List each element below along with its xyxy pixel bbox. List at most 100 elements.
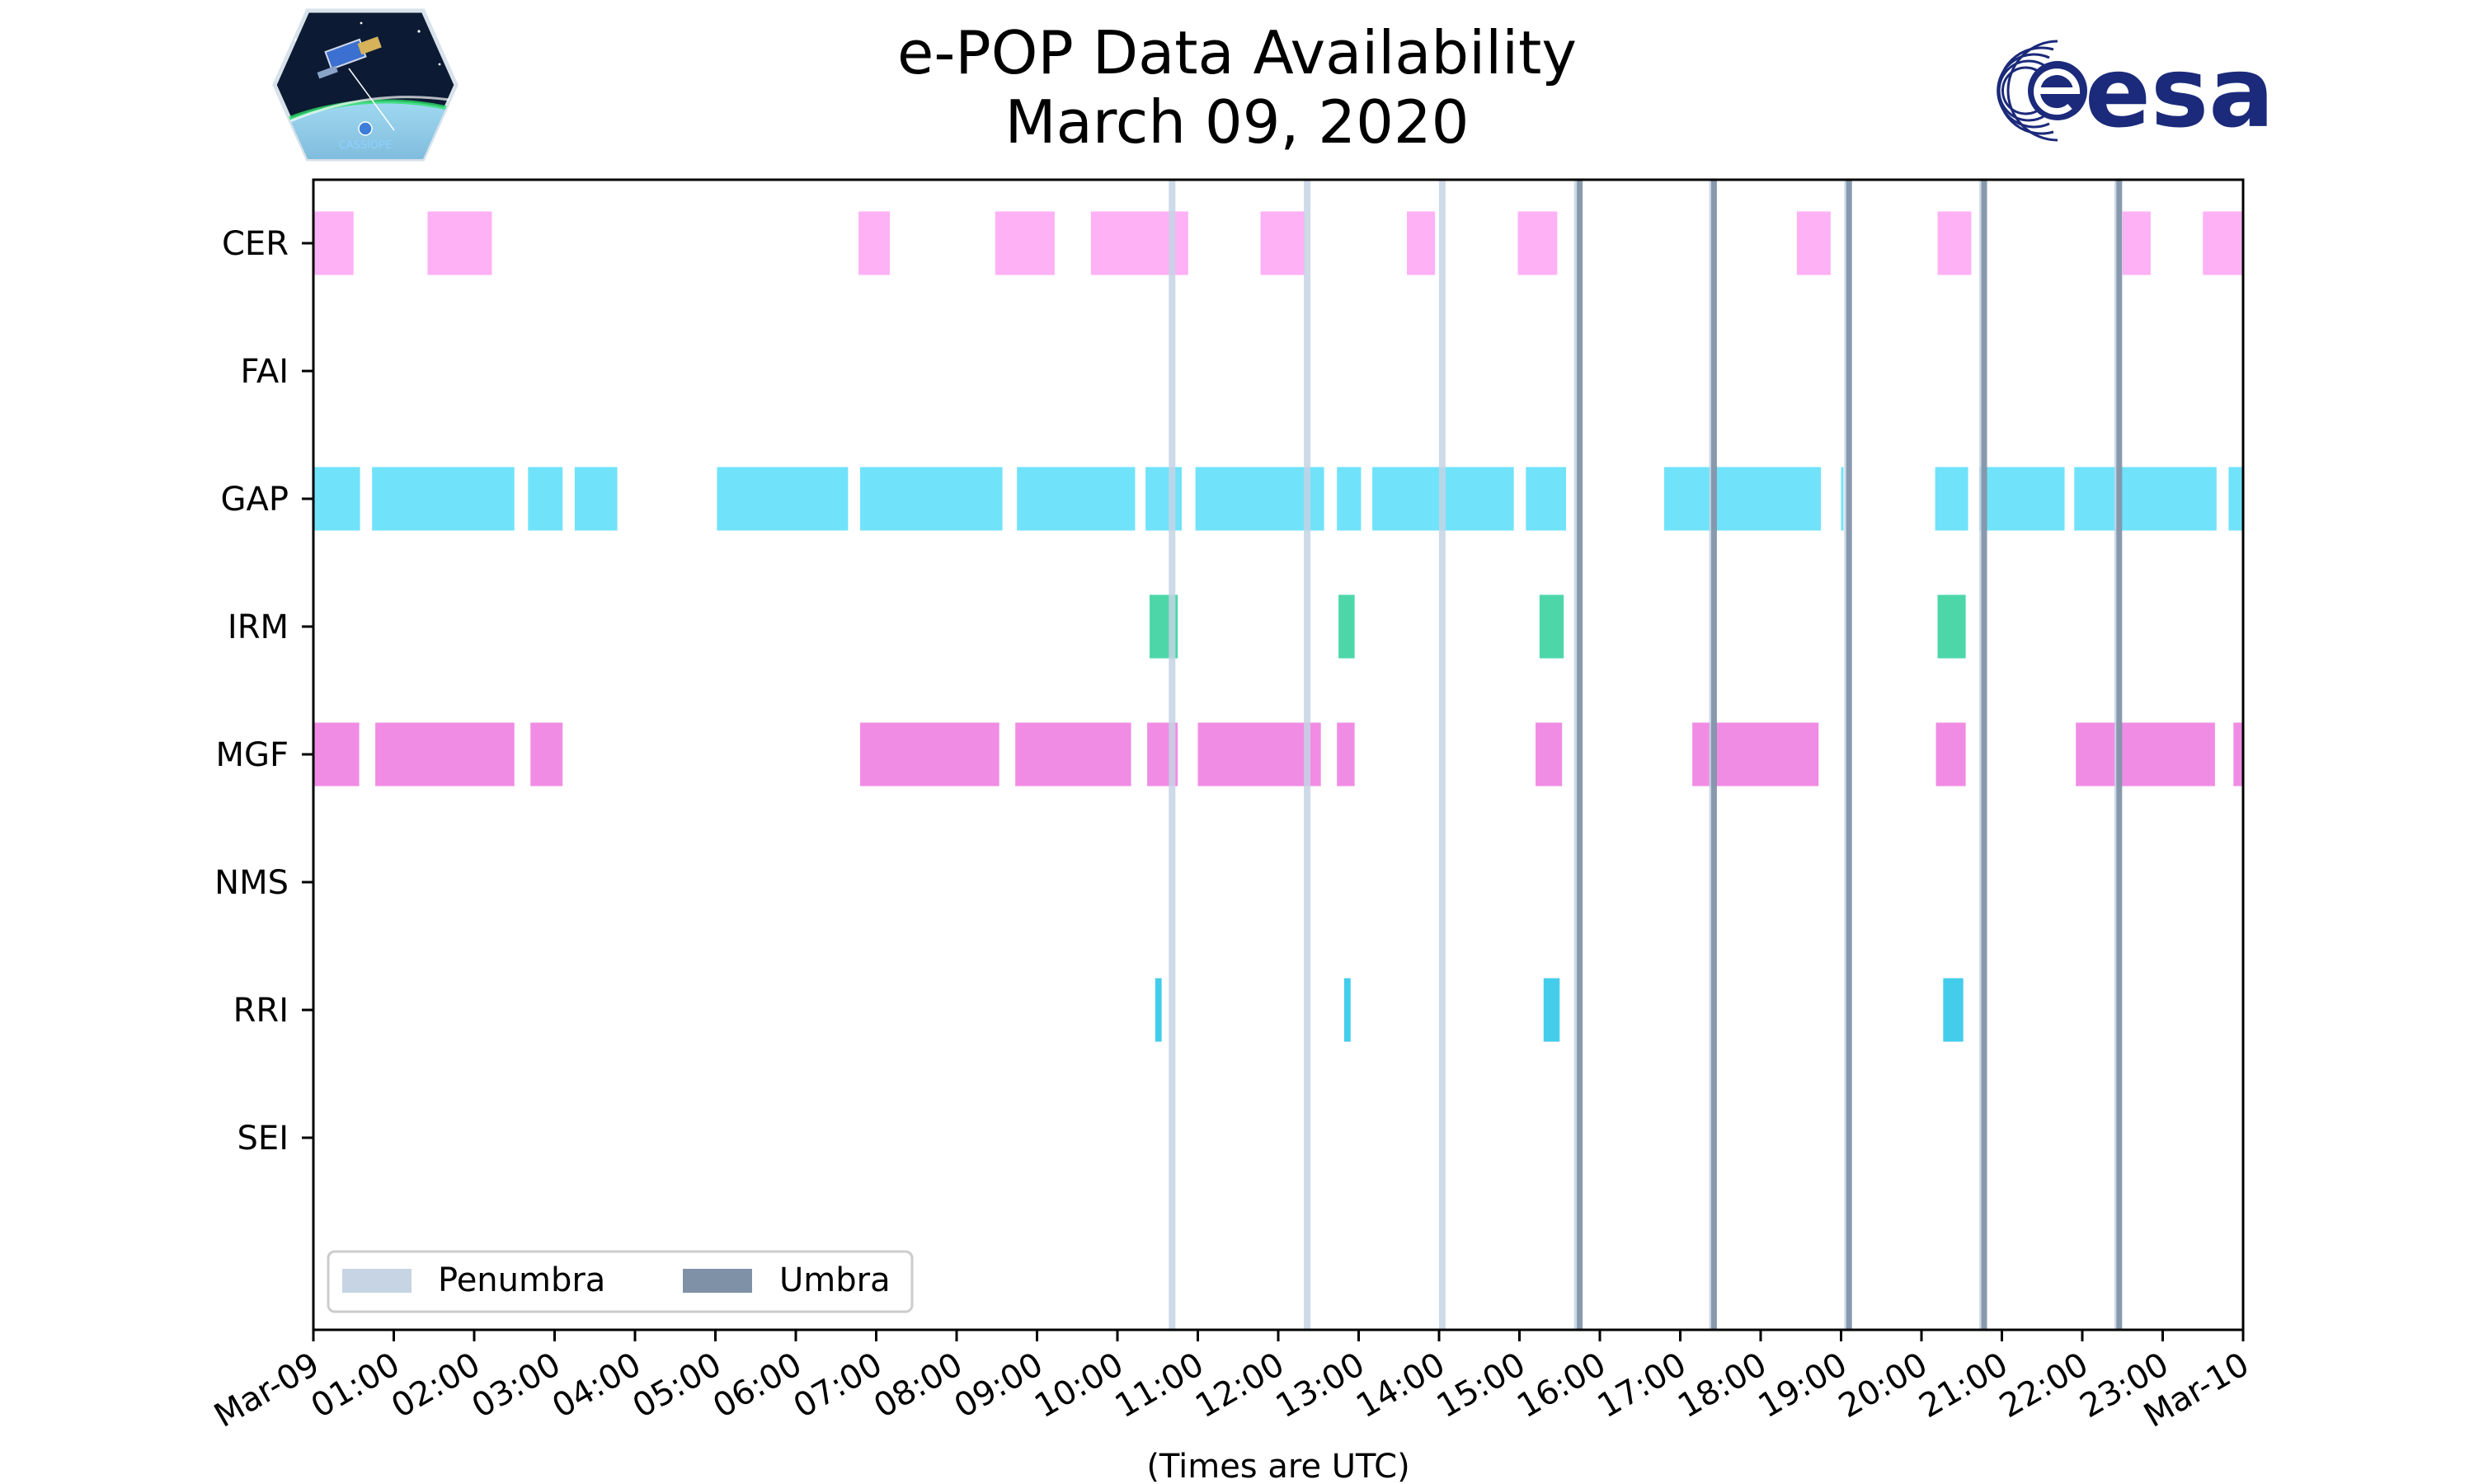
y-tick-label-fai: FAI [241,353,289,391]
chart-title-block: e-POP Data Availability March 09, 2020 [0,18,2474,157]
interval-bar-gap [1145,467,1182,531]
interval-bar-mgf [860,722,999,787]
interval-bar-irm [1539,594,1564,659]
interval-bar-gap [313,467,360,531]
interval-bar-rri [1155,978,1162,1042]
x-tick-label: 05:00 [627,1345,728,1425]
x-tick-label: 04:00 [546,1345,647,1425]
y-tick-label-cer: CER [222,225,289,263]
x-tick-label: 13:00 [1270,1345,1371,1425]
x-tick-label: 12:00 [1189,1345,1291,1425]
x-tick-label: 01:00 [305,1345,407,1425]
interval-bar-gap [574,467,618,531]
y-tick-label-irm: IRM [228,608,289,646]
umbra-line [2116,180,2123,1330]
interval-bar-irm [1937,594,1966,659]
y-tick-label-gap: GAP [221,481,289,519]
penumbra-line [1169,180,1176,1330]
x-tick-label: 07:00 [788,1345,889,1425]
interval-bar-gap [1195,467,1324,531]
interval-bar-rri [1343,978,1351,1042]
interval-bar-mgf [313,722,360,787]
x-tick-label: 11:00 [1109,1345,1211,1425]
legend-label-umbra: Umbra [779,1261,891,1299]
x-tick-label: 17:00 [1592,1345,1693,1425]
x-tick-label: 19:00 [1752,1345,1854,1425]
x-tick-label: 21:00 [1913,1345,2015,1425]
x-tick-label: 02:00 [385,1345,487,1425]
x-axis-label: (Times are UTC) [1146,1448,1409,1484]
x-axis: Mar-0901:0002:0003:0004:0005:0006:0007:0… [208,1330,2255,1435]
interval-bar-cer [2122,211,2151,275]
x-tick-label: 14:00 [1350,1345,1451,1425]
x-tick-label: 15:00 [1431,1345,1532,1425]
interval-bar-mgf [2233,722,2243,787]
interval-bar-cer [313,211,354,275]
legend-swatch-penumbra [342,1269,412,1293]
interval-bar-gap [2228,467,2243,531]
y-tick-label-sei: SEI [238,1120,289,1158]
y-tick-label-rri: RRI [233,992,289,1030]
interval-bar-gap [528,467,563,531]
interval-bar-cer [1796,211,1831,275]
interval-bar-gap [1664,467,1822,531]
interval-bar-cer [858,211,891,275]
interval-bar-cer [1407,211,1436,275]
esa-logo: esa [1997,35,2274,149]
interval-bar-mgf [530,722,563,787]
umbra-line [1577,180,1583,1330]
interval-bars [313,211,2243,1042]
interval-bar-mgf [375,722,515,787]
interval-bar-mgf [1935,722,1966,787]
y-tick-label-mgf: MGF [215,736,289,774]
x-tick-label: 20:00 [1832,1345,1934,1425]
interval-bar-gap [1979,467,2065,531]
umbra-line [1710,180,1717,1330]
interval-bar-gap [860,467,1003,531]
esa-logo-text: esa [2085,35,2274,149]
chart-title: e-POP Data Availability [897,18,1577,87]
legend: Penumbra Umbra [327,1250,914,1313]
interval-bar-gap [717,467,849,531]
interval-bar-irm [1338,594,1355,659]
interval-bar-mgf [1197,722,1321,787]
umbra-line [1846,180,1852,1330]
x-tick-label: 10:00 [1028,1345,1130,1425]
penumbra-line [1304,180,1311,1330]
x-tick-label: 09:00 [948,1345,1050,1425]
interval-bar-cer [1517,211,1558,275]
umbra-line [1981,180,1987,1330]
y-tick-label-nms: NMS [214,864,289,902]
interval-bar-cer [995,211,1055,275]
x-tick-label: 18:00 [1672,1345,1773,1425]
shadow-lines [1169,180,2123,1330]
legend-label-penumbra: Penumbra [438,1261,605,1299]
interval-bar-cer [1260,211,1305,275]
chart-subtitle: March 09, 2020 [1004,87,1470,157]
interval-bar-mgf [2076,722,2215,787]
interval-bar-gap [1017,467,1136,531]
x-tick-label: 03:00 [466,1345,567,1425]
y-axis: CER FAI GAP IRM MGF NMS RRI SEI [214,225,313,1158]
interval-bar-rri [1943,978,1964,1042]
x-tick-label: 06:00 [707,1345,808,1425]
cassiope-logo: CASSIOPE [272,8,459,162]
interval-bar-rri [1543,978,1560,1042]
interval-bar-mgf [1536,722,1563,787]
x-tick-label: 16:00 [1511,1345,1612,1425]
legend-box [327,1250,914,1313]
interval-bar-gap [1841,467,1844,531]
interval-bar-mgf [1337,722,1355,787]
interval-bar-gap [372,467,515,531]
interval-bar-cer [2203,211,2243,275]
interval-bar-cer [1937,211,1972,275]
interval-bar-gap [1337,467,1362,531]
interval-bar-gap [1526,467,1567,531]
interval-bar-gap [1935,467,1968,531]
legend-swatch-umbra [683,1269,752,1293]
x-tick-label: 08:00 [868,1345,969,1425]
cassiope-logo-text: CASSIOPE [339,139,393,152]
x-tick-label: 22:00 [1993,1345,2095,1425]
interval-bar-cer [427,211,492,275]
